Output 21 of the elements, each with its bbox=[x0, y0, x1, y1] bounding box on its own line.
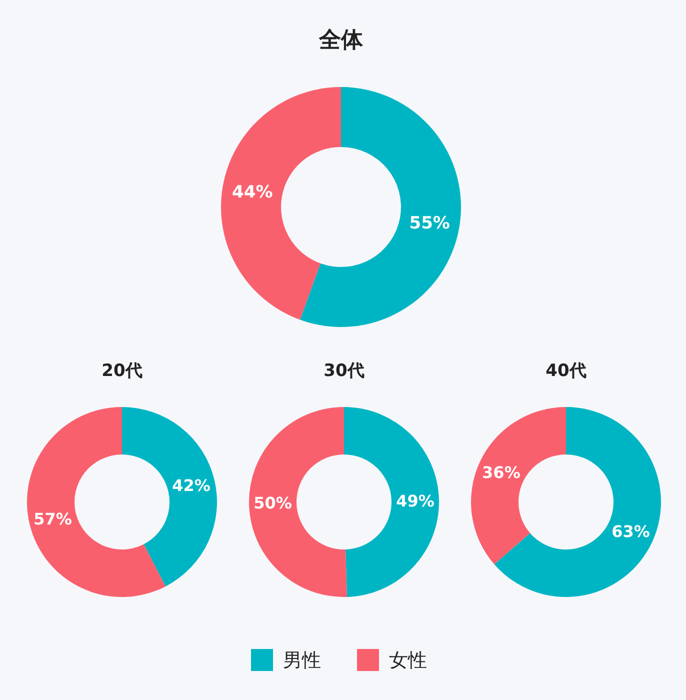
chart-title: 40代 bbox=[546, 361, 586, 381]
chart-title: 20代 bbox=[102, 361, 142, 381]
data-label: 49% bbox=[396, 491, 434, 510]
chart-title: 全体 bbox=[318, 28, 364, 53]
legend-label: 男性 bbox=[283, 650, 321, 672]
data-label: 36% bbox=[482, 463, 520, 482]
data-label: 63% bbox=[612, 522, 650, 542]
donut-slice bbox=[221, 87, 341, 320]
donut-slice bbox=[122, 407, 217, 586]
donut-slice bbox=[249, 407, 348, 597]
data-label: 44% bbox=[232, 182, 273, 202]
legend-label: 女性 bbox=[389, 650, 427, 672]
donut-slice bbox=[300, 87, 461, 327]
data-label: 50% bbox=[254, 494, 292, 513]
donut-slice bbox=[27, 407, 166, 597]
data-label: 57% bbox=[34, 509, 72, 528]
data-label: 55% bbox=[409, 214, 450, 234]
donut-slice bbox=[344, 407, 439, 597]
data-label: 42% bbox=[172, 476, 210, 495]
chart-title: 30代 bbox=[324, 361, 364, 381]
donut-slice bbox=[471, 407, 566, 564]
